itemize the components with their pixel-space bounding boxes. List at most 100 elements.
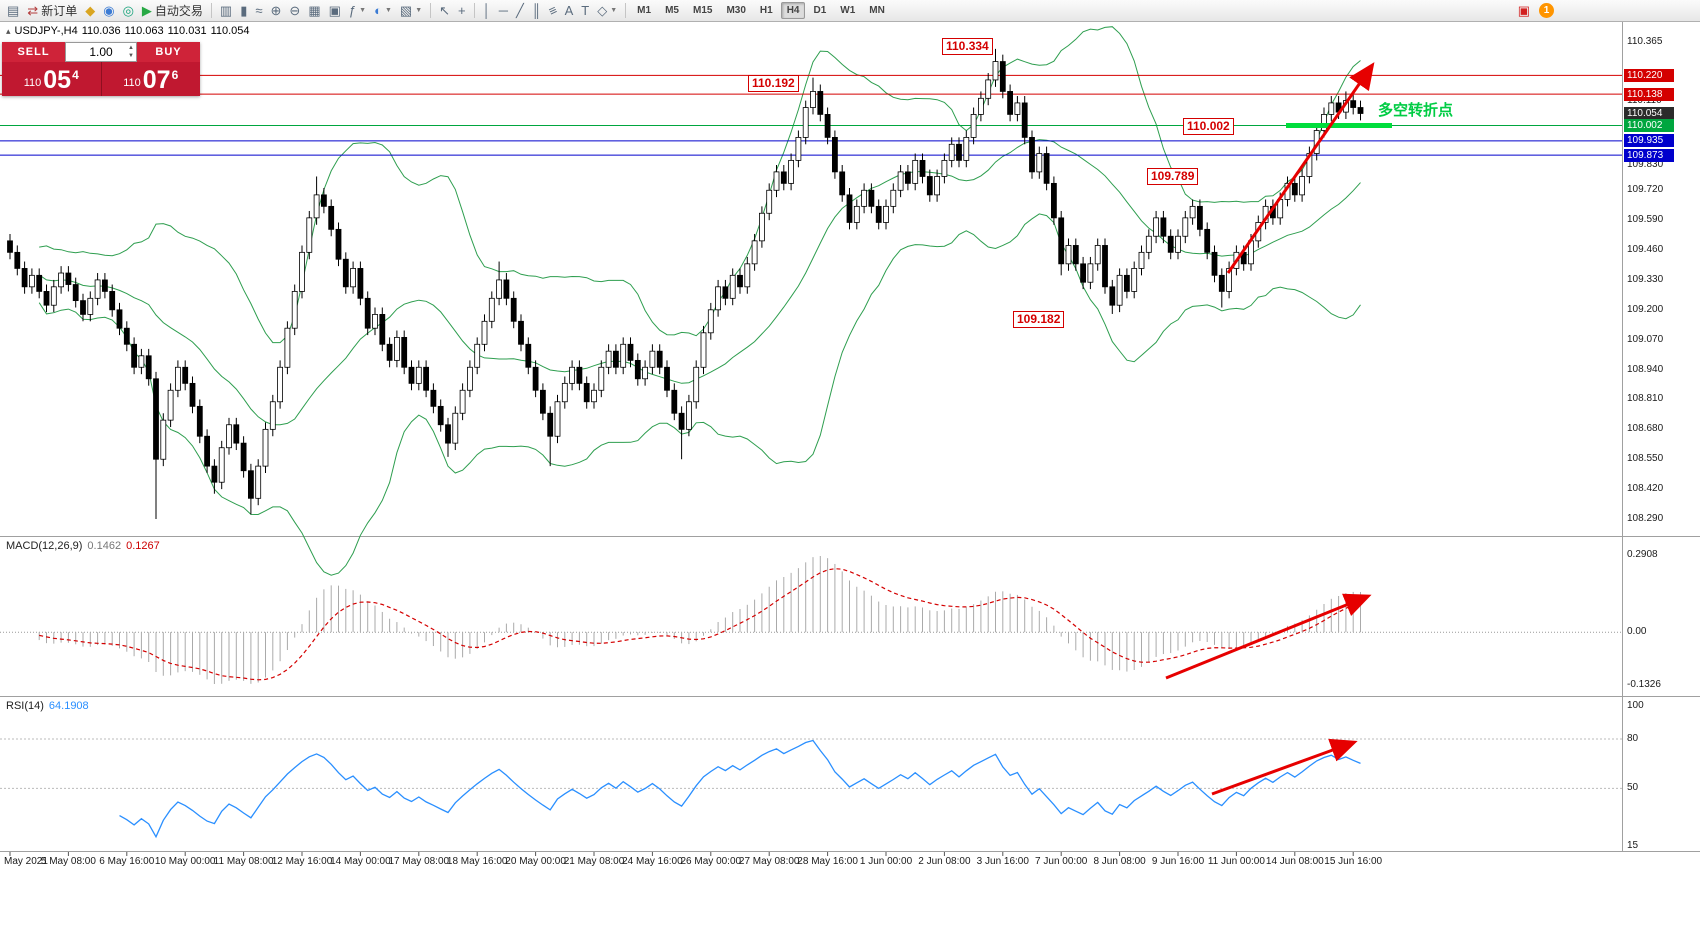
macd-title: MACD(12,26,9) [6, 540, 83, 552]
mql5-community-icon-glyph: ◉ [103, 3, 115, 18]
rsi-header: RSI(14) 64.1908 [6, 700, 94, 712]
label-tool-button[interactable]: T [578, 1, 592, 20]
timeframe-w1-button[interactable]: W1 [840, 5, 856, 16]
buy-button[interactable]: BUY [137, 42, 200, 62]
sell-price-prefix: 110 [23, 77, 42, 89]
timeframe-m15-button[interactable]: M15 [692, 5, 713, 16]
buy-price[interactable]: 110 07 6 [102, 62, 201, 96]
buy-price-prefix: 110 [123, 77, 141, 89]
vertical-line-tool-button[interactable]: │ [480, 1, 494, 20]
timeframe-h1-button[interactable]: H1 [759, 5, 773, 16]
collapse-icon[interactable]: ▴ [6, 26, 11, 36]
bar-chart-mode-button[interactable]: ▥ [217, 1, 235, 20]
notifications-badge[interactable]: 1 [1539, 3, 1554, 18]
channel-tool-button[interactable]: ║ [529, 1, 544, 20]
timeframe-d1-button[interactable]: D1 [813, 5, 827, 16]
bar-chart-mode-glyph: ▥ [219, 3, 233, 18]
periods-button[interactable]: ◐ ▼ [371, 1, 395, 20]
rsi-title: RSI(14) [6, 700, 44, 712]
candlestick-mode-glyph: ▮ [240, 3, 248, 18]
rsi-value: 64.1908 [48, 700, 89, 712]
auto-arrange-glyph: ▣ [328, 3, 341, 18]
one-click-trading-panel[interactable]: SELL 1.00 ▲ ▼ BUY 110 05 4 110 07 6 [2, 42, 200, 96]
zoom-out-glyph: ⊖ [289, 3, 301, 18]
caret-down-icon[interactable]: ▼ [384, 7, 392, 14]
snapshot-icon-glyph: ▣ [1517, 3, 1530, 18]
caret-down-icon[interactable]: ▼ [415, 7, 423, 14]
indicators-button[interactable]: ƒ ▼ [346, 1, 369, 20]
sell-price-big: 05 [43, 66, 72, 94]
text-tool-glyph: A [564, 3, 574, 18]
spin-down-icon[interactable]: ▼ [128, 53, 134, 59]
line-chart-mode-glyph: ≈ [255, 3, 263, 18]
toolbar-separator [210, 3, 212, 18]
shapes-tool-button[interactable]: ◇ ▼ [594, 1, 620, 20]
templates-button[interactable]: ▧ ▼ [397, 1, 425, 20]
bar-high: 110.063 [124, 25, 164, 37]
cursor-tool-button[interactable]: ↖ [436, 1, 453, 20]
annotation-text: 多空转折点 [1378, 102, 1454, 119]
zoom-in-button[interactable]: ⊕ [268, 1, 285, 20]
shapes-tool-glyph: ◇ [597, 3, 608, 18]
autotrading-button[interactable]: ▶ 自动交易 [139, 1, 206, 20]
sell-button[interactable]: SELL [2, 42, 65, 62]
fibonacci-tool-glyph: ≡ [546, 2, 560, 19]
mql5-community-icon[interactable]: ◉ [100, 1, 117, 20]
symbol-name: USDJPY-,H4 [14, 25, 78, 37]
timeframe-m30-button[interactable]: M30 [726, 5, 746, 16]
auto-arrange-button[interactable]: ▣ [326, 1, 344, 20]
market-icon[interactable]: ◎ [120, 1, 137, 20]
timeframe-m5-button[interactable]: M5 [665, 5, 679, 16]
timeframe-m1-button[interactable]: M1 [637, 5, 652, 16]
macd-header: MACD(12,26,9) 0.1462 0.1267 [6, 540, 165, 552]
autotrading-glyph: ▶ [141, 3, 152, 18]
price-divider [100, 62, 102, 96]
label-tool-glyph: T [581, 3, 590, 18]
timeframe-mn-button[interactable]: MN [869, 5, 885, 16]
snapshot-icon[interactable]: ▣ [1515, 1, 1533, 20]
crosshair-tool-button[interactable]: + [455, 1, 469, 20]
fibonacci-tool-button[interactable]: ≡ [546, 1, 560, 20]
terminal-chart-icon-glyph: ▤ [7, 3, 20, 18]
indicators-glyph: ƒ [348, 3, 357, 18]
macd-signal-value: 0.1267 [126, 540, 160, 552]
crosshair-tool-glyph: + [458, 3, 466, 18]
horizontal-line-tool-button[interactable]: ─ [496, 1, 511, 20]
candlestick-mode-button[interactable]: ▮ [237, 1, 250, 20]
bar-close: 110.054 [210, 25, 250, 37]
sell-price-point: 4 [72, 68, 79, 82]
zoom-in-glyph: ⊕ [270, 3, 282, 18]
spin-up-icon[interactable]: ▲ [128, 45, 134, 51]
buy-price-big: 07 [142, 66, 171, 94]
buy-price-point: 6 [171, 68, 179, 82]
bar-low: 110.031 [167, 25, 207, 37]
metaeditor-icon-glyph: ◆ [85, 3, 96, 18]
toolbar-separator [625, 3, 627, 18]
trendline-tool-button[interactable]: ╱ [513, 1, 527, 20]
metaeditor-icon[interactable]: ◆ [82, 1, 98, 20]
caret-down-icon[interactable]: ▼ [359, 7, 367, 14]
text-tool-button[interactable]: A [562, 1, 577, 20]
sell-price[interactable]: 110 05 4 [2, 62, 101, 96]
new-order-button[interactable]: ⇄ 新订单 [24, 1, 80, 20]
horizontal-line-tool-glyph: ─ [498, 3, 508, 18]
macd-main-value: 0.1462 [87, 540, 122, 552]
ohlc-header: ▴ USDJPY-,H4 110.036 110.063 110.031 110.054 [6, 25, 254, 37]
timeframe-h4-button[interactable]: H4 [780, 2, 806, 19]
zoom-out-button[interactable]: ⊖ [286, 1, 303, 20]
bar-open: 110.036 [81, 25, 121, 37]
toolbar-right-icons: ▣ 1 [1515, 1, 1554, 20]
terminal-chart-icon[interactable]: ▤ [4, 1, 22, 20]
line-chart-mode-button[interactable]: ≈ [252, 1, 265, 20]
tile-windows-button[interactable]: ▦ [305, 1, 323, 20]
lot-spinner[interactable]: ▲ ▼ [128, 44, 134, 60]
periods-glyph: ◐ [374, 3, 382, 18]
caret-down-icon[interactable]: ▼ [610, 7, 618, 14]
new-order-glyph: ⇄ [27, 3, 39, 18]
lot-size-value: 1.00 [89, 45, 113, 59]
lot-size-input[interactable]: 1.00 ▲ ▼ [65, 42, 137, 62]
templates-glyph: ▧ [399, 3, 413, 18]
trendline-tool-glyph: ╱ [515, 3, 524, 18]
tile-windows-glyph: ▦ [308, 3, 321, 18]
